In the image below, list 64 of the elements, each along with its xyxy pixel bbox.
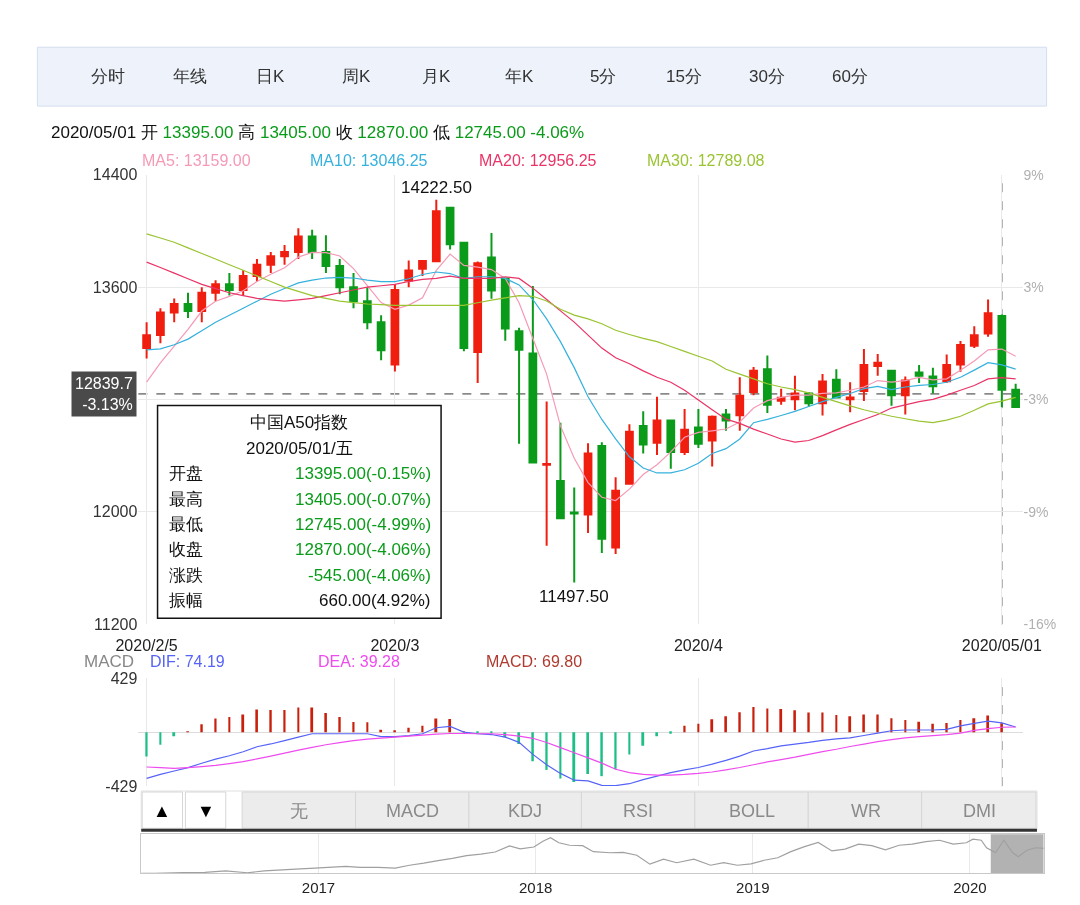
x-tick-label: 2020 <box>953 879 987 897</box>
x-tick-label: 2020/05/01 <box>961 637 1042 655</box>
annotation: 2020/05/01/五 <box>246 439 353 458</box>
text: 年K <box>505 67 534 86</box>
y-tick-label: 14400 <box>92 166 138 184</box>
text: 月K <box>422 67 451 86</box>
text: MA10: 13046.25 <box>310 152 428 169</box>
text: 日K <box>256 67 285 86</box>
text: 分时 <box>91 67 125 86</box>
annotation: 最低 <box>169 515 203 534</box>
text: MA20: 12956.25 <box>479 152 597 169</box>
text: DEA: 39.28 <box>318 653 400 670</box>
annotation: 660.00(4.92%) <box>319 591 431 610</box>
text: WR <box>851 801 881 821</box>
text: MA30: 12789.08 <box>647 152 765 169</box>
text: KDJ <box>508 801 543 821</box>
text: 周K <box>342 67 371 86</box>
y2-tick-label: 3% <box>1023 279 1044 296</box>
annotation: 13405.00(-0.07%) <box>295 490 432 509</box>
y2-tick-label: -16% <box>1023 616 1057 633</box>
x-tick-label: 2018 <box>518 879 553 897</box>
text: DIF: 74.19 <box>150 653 225 670</box>
y2-tick-label: 9% <box>1023 166 1044 183</box>
annotation: 收盘 <box>169 540 203 559</box>
annotation: -545.00(-4.06%) <box>308 566 431 585</box>
text: 60分 <box>832 67 868 86</box>
annotation: 13395.00(-0.15%) <box>295 464 432 483</box>
text: DMI <box>963 801 996 821</box>
y-tick-label: 13600 <box>92 278 138 296</box>
text: ▼ <box>197 801 215 821</box>
text: MACD <box>386 801 439 821</box>
text: RSI <box>623 801 654 821</box>
ref-line-label: 12839.7 -3.13% <box>75 375 133 413</box>
annotation: 12745.00(-4.99%) <box>295 515 432 534</box>
chart-title: MACD <box>84 652 135 671</box>
annotation: 中国A50指数 <box>250 413 349 432</box>
text: ▲ <box>153 801 171 821</box>
annotation: 振幅 <box>169 591 203 610</box>
text: MA5: 13159.00 <box>142 152 251 169</box>
annotation: 11497.50 <box>539 587 609 606</box>
annotation: 12870.00(-4.06%) <box>295 540 432 559</box>
y-tick-label: 12000 <box>92 503 138 521</box>
annotation: 14222.50 <box>401 178 472 197</box>
text: 年线 <box>173 67 207 86</box>
x-tick-label: 2019 <box>736 879 770 897</box>
annotation: 最高 <box>169 490 203 509</box>
y-tick-label: 429 <box>110 669 138 687</box>
annotation: 涨跌 <box>169 566 203 585</box>
text: 15分 <box>666 67 702 86</box>
x-tick-label: 2020/4 <box>673 637 723 655</box>
y2-tick-label: -9% <box>1023 503 1049 520</box>
text: 无 <box>290 801 308 821</box>
chart-title: 2020/05/01 开 13395.00 高 13405.00 收 12870.00 低 12745.00 -4.06% <box>51 123 585 142</box>
text: BOLL <box>729 801 776 821</box>
text: 30分 <box>749 67 785 86</box>
y-tick-label: 11200 <box>94 615 138 633</box>
annotation: 开盘 <box>169 464 203 483</box>
x-tick-label: 2020/2/5 <box>115 637 178 655</box>
x-tick-label: 2020/3 <box>370 637 420 655</box>
text: MACD: 69.80 <box>486 653 583 670</box>
x-tick-label: 2017 <box>301 879 336 897</box>
y-tick-label: -429 <box>105 777 138 795</box>
text: 5分 <box>590 67 617 86</box>
y2-tick-label: -3% <box>1023 391 1049 408</box>
